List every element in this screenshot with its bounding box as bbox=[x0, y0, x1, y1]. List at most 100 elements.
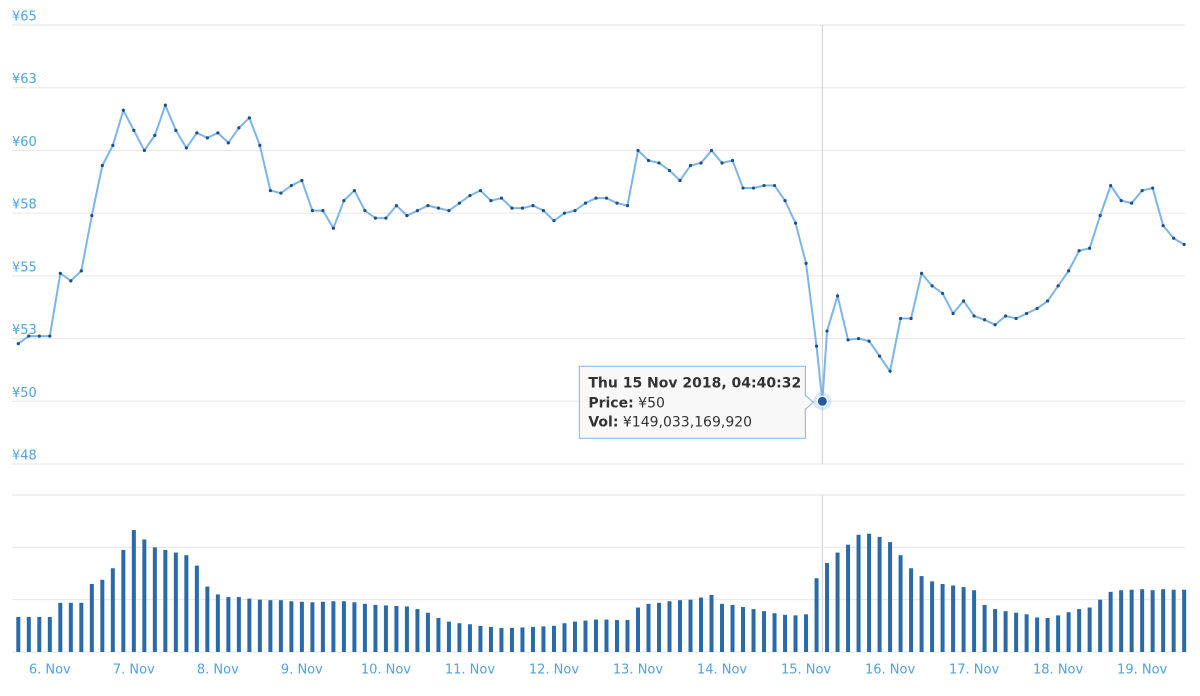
volume-bar bbox=[236, 597, 241, 652]
price-point bbox=[1151, 186, 1155, 190]
price-point bbox=[678, 178, 682, 183]
price-point bbox=[510, 206, 514, 210]
price-point bbox=[625, 204, 630, 208]
volume-bar bbox=[68, 602, 73, 652]
price-point bbox=[1077, 249, 1081, 253]
volume-bar bbox=[562, 623, 567, 652]
tooltip-value: ¥50 bbox=[638, 395, 665, 411]
x-tick-label: 6. Nov bbox=[29, 663, 71, 678]
volume-bar bbox=[867, 533, 872, 652]
price-point bbox=[163, 103, 167, 107]
volume-bar bbox=[1140, 589, 1145, 652]
price-point bbox=[615, 201, 619, 205]
volume-bar bbox=[656, 602, 661, 652]
price-point bbox=[783, 199, 787, 203]
volume-bar bbox=[131, 530, 136, 652]
price-point bbox=[1046, 299, 1050, 303]
volume-bar bbox=[709, 594, 714, 652]
volume-bar bbox=[121, 549, 126, 652]
volume-bar bbox=[678, 600, 683, 652]
price-point bbox=[835, 294, 840, 298]
volume-bar bbox=[331, 601, 336, 652]
volume-bar bbox=[551, 625, 556, 652]
x-tick-label: 16. Nov bbox=[865, 663, 915, 678]
x-tick-label: 7. Nov bbox=[113, 663, 155, 678]
volume-bar bbox=[352, 602, 357, 652]
price-point bbox=[909, 316, 913, 321]
x-tick-label: 14. Nov bbox=[697, 663, 747, 678]
price-point bbox=[426, 204, 430, 208]
price-point bbox=[804, 261, 808, 265]
volume-bar bbox=[951, 585, 956, 652]
price-point bbox=[825, 329, 829, 333]
price-point bbox=[888, 369, 892, 373]
price-point bbox=[1140, 188, 1144, 193]
price-point bbox=[541, 209, 546, 213]
volume-bar bbox=[16, 616, 21, 652]
x-tick-label: 11. Nov bbox=[445, 663, 495, 678]
volume-bar bbox=[772, 613, 777, 652]
y-tick-label: ¥65 bbox=[12, 10, 37, 25]
x-tick-label: 13. Nov bbox=[613, 663, 663, 678]
volume-bar bbox=[825, 563, 830, 652]
price-point bbox=[1025, 311, 1029, 316]
price-point bbox=[405, 214, 409, 218]
volume-bar bbox=[425, 612, 430, 652]
price-point bbox=[657, 161, 661, 165]
price-point bbox=[951, 311, 955, 316]
price-point bbox=[37, 334, 41, 338]
price-point bbox=[289, 183, 293, 188]
volume-bar bbox=[614, 620, 619, 652]
volume-bar bbox=[982, 604, 987, 652]
volume-bar bbox=[163, 549, 168, 652]
tooltip-label: Vol: bbox=[588, 414, 618, 430]
price-point bbox=[279, 191, 283, 195]
x-tick-label: 9. Nov bbox=[281, 663, 323, 678]
volume-bar bbox=[909, 568, 914, 652]
y-tick-label: ¥60 bbox=[12, 135, 37, 150]
volume-bar bbox=[415, 609, 420, 652]
volume-bar bbox=[278, 600, 283, 652]
volume-bar bbox=[741, 606, 746, 652]
volume-bar bbox=[730, 604, 735, 652]
volume-bar bbox=[173, 552, 178, 652]
price-point bbox=[1098, 214, 1102, 218]
price-point bbox=[867, 339, 871, 343]
price-line bbox=[17, 102, 1185, 402]
price-point bbox=[384, 216, 388, 220]
volume-bar bbox=[846, 544, 851, 652]
tooltip-row: Vol: ¥149,033,169,920 bbox=[588, 414, 752, 430]
price-point bbox=[174, 128, 178, 132]
volume-bar bbox=[499, 627, 504, 652]
volume-bar bbox=[667, 601, 672, 652]
volume-bar bbox=[930, 581, 935, 652]
price-point bbox=[69, 279, 73, 283]
price-point bbox=[111, 143, 115, 148]
price-point bbox=[226, 141, 230, 145]
price-point bbox=[415, 209, 420, 213]
price-point bbox=[573, 209, 577, 213]
price-point bbox=[730, 158, 735, 163]
volume-bar bbox=[1056, 615, 1061, 652]
y-tick-label: ¥55 bbox=[12, 260, 37, 275]
x-tick-label: 10. Nov bbox=[361, 663, 411, 678]
y-tick-label: ¥53 bbox=[12, 323, 37, 338]
x-tick-label: 18. Nov bbox=[1033, 663, 1083, 678]
volume-bar bbox=[89, 583, 94, 652]
volume-bar bbox=[215, 594, 220, 652]
price-point bbox=[1004, 314, 1008, 318]
x-tick-label: 19. Nov bbox=[1117, 663, 1167, 678]
volume-bar bbox=[751, 609, 756, 652]
price-point bbox=[310, 209, 314, 213]
volume-bar bbox=[1098, 599, 1103, 652]
volume-bar bbox=[478, 625, 483, 652]
volume-bar bbox=[362, 603, 367, 652]
volume-bar bbox=[530, 626, 535, 652]
volume-bar bbox=[541, 626, 546, 652]
volume-bar bbox=[142, 539, 147, 652]
volume-bar bbox=[1014, 612, 1019, 652]
volume-bar bbox=[1003, 611, 1008, 652]
price-point bbox=[762, 183, 766, 188]
volume-bar bbox=[457, 623, 462, 652]
price-point bbox=[741, 186, 745, 190]
